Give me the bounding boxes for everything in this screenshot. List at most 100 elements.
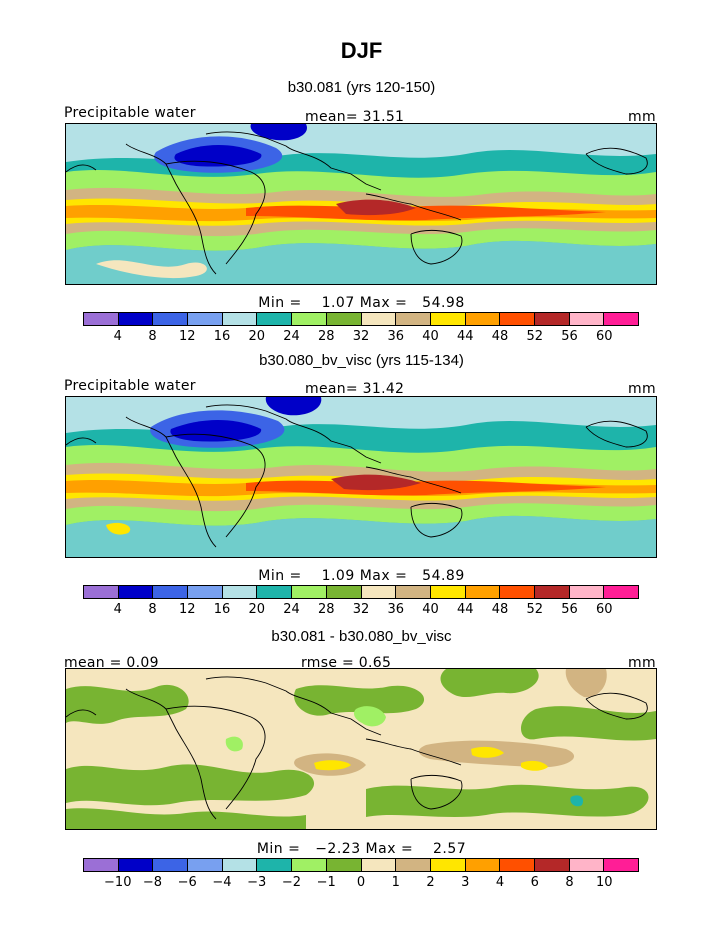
colorbar-tick-label: 28: [317, 602, 335, 617]
colorbar-swatch: [257, 586, 293, 598]
colorbar-tick-label: −8: [142, 875, 163, 890]
colorbar-tick-label: 60: [595, 329, 613, 344]
colorbar-tick-label: 48: [491, 602, 509, 617]
colorbar-swatch: [188, 859, 223, 871]
colorbar-tick-label: 44: [456, 602, 474, 617]
colorbar-swatch: [430, 859, 466, 871]
colorbar-tick-label: 12: [178, 329, 196, 344]
colorbar-tick-label: 52: [526, 602, 544, 617]
panel3-field-pos-east: [471, 746, 504, 758]
colorbar-swatch: [118, 586, 154, 598]
panel3-field-pos-north: [565, 669, 607, 698]
colorbar-tick-label: 32: [352, 329, 370, 344]
panel1-field-south-patch: [96, 260, 207, 279]
colorbar-swatch: [153, 313, 189, 325]
colorbar-tick-label: 12: [178, 602, 196, 617]
panel2-field-south-patch: [106, 522, 131, 535]
panel1-field-48: [246, 205, 606, 221]
colorbar-tick-label: 6: [530, 875, 539, 890]
colorbar-swatch: [534, 859, 570, 871]
colorbar-swatch: [604, 313, 638, 325]
colorbar-swatch: [500, 859, 535, 871]
panel2-mean-label: mean= 31.42: [305, 381, 405, 397]
colorbar-swatch: [465, 859, 501, 871]
panel1-coastlines: [66, 131, 648, 275]
colorbar-swatch: [534, 313, 570, 325]
colorbar-swatch: [257, 313, 293, 325]
colorbar-tick-label: 40: [422, 329, 439, 344]
panel1-minmax: Min = 1.07 Max = 54.98: [258, 295, 465, 311]
colorbar-tick-label: −6: [177, 875, 197, 890]
colorbar-tick-label: 10: [595, 875, 613, 890]
colorbar-tick-label: 4: [113, 329, 122, 344]
colorbar-tick-label: 48: [491, 329, 509, 344]
colorbar-swatch: [292, 586, 327, 598]
colorbar-swatch: [465, 586, 501, 598]
colorbar-swatch: [500, 313, 535, 325]
panel3-field-neg-3: [570, 795, 584, 807]
colorbar-tick-label: 40: [422, 602, 439, 617]
colorbar-tick-label: 16: [213, 602, 231, 617]
panel1-field-south: [66, 240, 656, 284]
panel3-minmax: Min = −2.23 Max = 2.57: [256, 841, 467, 857]
panel3-field-neg-asia: [294, 685, 425, 716]
panel3-field-neg-bottom: [66, 808, 306, 829]
colorbar-swatch: [118, 859, 154, 871]
panel2-colorbar-ticks: 4 8 12 16 20 24 28 32 36 40 44 48 52 56 …: [83, 602, 639, 618]
colorbar-tick-label: 36: [387, 329, 405, 344]
panel3-field-pos-east-2: [521, 760, 548, 771]
colorbar-tick-label: 8: [565, 875, 574, 890]
colorbar-swatch: [188, 586, 223, 598]
panel3-field-neg-east: [521, 706, 656, 741]
colorbar-tick-label: −10: [104, 875, 132, 890]
colorbar-swatch: [84, 313, 119, 325]
panel2-map-svg: [66, 397, 656, 557]
colorbar-tick-label: 0: [356, 875, 366, 890]
panel1-map: [65, 123, 657, 285]
panel1-units-label: mm: [628, 109, 656, 125]
colorbar-swatch: [569, 586, 605, 598]
panel3-subtitle: b30.081 - b30.080_bv_visc: [271, 628, 452, 645]
colorbar-swatch: [396, 859, 431, 871]
colorbar-tick-label: 32: [352, 602, 370, 617]
colorbar-tick-label: 24: [283, 602, 300, 617]
panel3-field-neg-south-pacific: [366, 784, 649, 817]
colorbar-tick-label: 44: [456, 329, 474, 344]
colorbar-tick-label: 16: [213, 329, 231, 344]
colorbar-swatch: [500, 586, 535, 598]
colorbar-swatch: [222, 586, 258, 598]
panel3-rmse-label: rmse = 0.65: [301, 655, 392, 671]
colorbar-swatch: [361, 586, 397, 598]
colorbar-swatch: [292, 313, 327, 325]
panel3-mean-label: mean = 0.09: [64, 655, 159, 671]
panel1-colorbar: [83, 312, 639, 326]
colorbar-swatch: [84, 859, 119, 871]
panel3-field-neg-south: [66, 764, 315, 806]
colorbar-tick-label: 20: [248, 329, 266, 344]
colorbar-swatch: [84, 586, 119, 598]
colorbar-swatch: [465, 313, 501, 325]
panel3-field-neg-north-pacific: [440, 669, 539, 698]
panel3-coastlines: [66, 676, 648, 820]
colorbar-swatch: [569, 313, 605, 325]
colorbar-swatch: [222, 859, 258, 871]
colorbar-swatch: [361, 859, 397, 871]
panel1-colorbar-ticks: 4 8 12 16 20 24 28 32 36 40 44 48 52 56 …: [83, 329, 639, 345]
colorbar-swatch: [153, 586, 189, 598]
panel1-mean-label: mean= 31.51: [305, 109, 405, 125]
colorbar-swatch: [430, 586, 466, 598]
colorbar-tick-label: 56: [561, 329, 578, 344]
panel3-colorbar: [83, 858, 639, 872]
colorbar-tick-label: 28: [317, 329, 335, 344]
panel3-field-light-green: [354, 706, 386, 727]
panel2-field-dry-core: [170, 420, 262, 442]
colorbar-swatch: [292, 859, 327, 871]
panel3-field-light-green-small: [225, 736, 243, 752]
colorbar-swatch: [257, 859, 293, 871]
colorbar-tick-label: 3: [461, 875, 470, 890]
panel2-field-48: [246, 480, 606, 496]
colorbar-swatch: [188, 313, 223, 325]
colorbar-swatch: [396, 313, 431, 325]
panel2-coastlines: [66, 404, 648, 548]
colorbar-swatch: [326, 313, 362, 325]
